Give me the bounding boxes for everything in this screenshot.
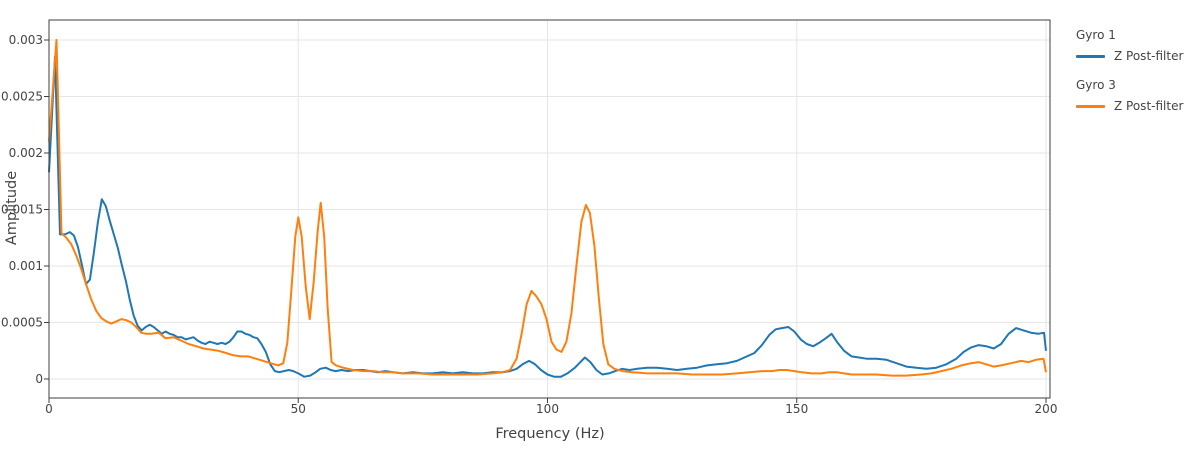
legend: Gyro 1 Z Post-filter Gyro 3 Z Post-filte… — [1076, 28, 1183, 128]
x-tick-label: 150 — [785, 402, 808, 416]
y-tick-label: 0.001 — [9, 259, 43, 273]
legend-item-label: Z Post-filter — [1114, 49, 1184, 63]
x-tick-label: 50 — [291, 402, 306, 416]
y-tick-label: 0.0025 — [1, 90, 43, 104]
legend-group-gyro1: Gyro 1 Z Post-filter — [1076, 28, 1183, 64]
y-tick-label: 0.0015 — [1, 203, 43, 217]
legend-group-title: Gyro 3 — [1076, 78, 1116, 92]
legend-item[interactable]: Z Post-filter — [1076, 48, 1183, 64]
y-tick-label: 0.003 — [9, 33, 43, 47]
y-axis-title: Amplitude — [4, 170, 20, 246]
y-tick-label: 0.002 — [9, 146, 43, 160]
x-tick-label: 100 — [536, 402, 559, 416]
series-line-1 — [48, 39, 1047, 377]
series-line-swatch-icon — [1076, 104, 1105, 108]
y-tick-label: 0 — [35, 372, 43, 386]
legend-item[interactable]: Z Post-filter — [1076, 98, 1183, 114]
y-tick-label: 0.0005 — [1, 316, 43, 330]
x-axis-title: Frequency (Hz) — [495, 426, 605, 442]
series-line-swatch-icon — [1076, 54, 1105, 58]
legend-group-title: Gyro 1 — [1076, 28, 1116, 42]
legend-item-label: Z Post-filter — [1114, 99, 1184, 113]
series-line-0 — [48, 55, 1047, 378]
x-tick-label: 200 — [1035, 402, 1058, 416]
x-tick-label: 0 — [45, 402, 53, 416]
legend-group-gyro3: Gyro 3 Z Post-filter — [1076, 78, 1183, 114]
